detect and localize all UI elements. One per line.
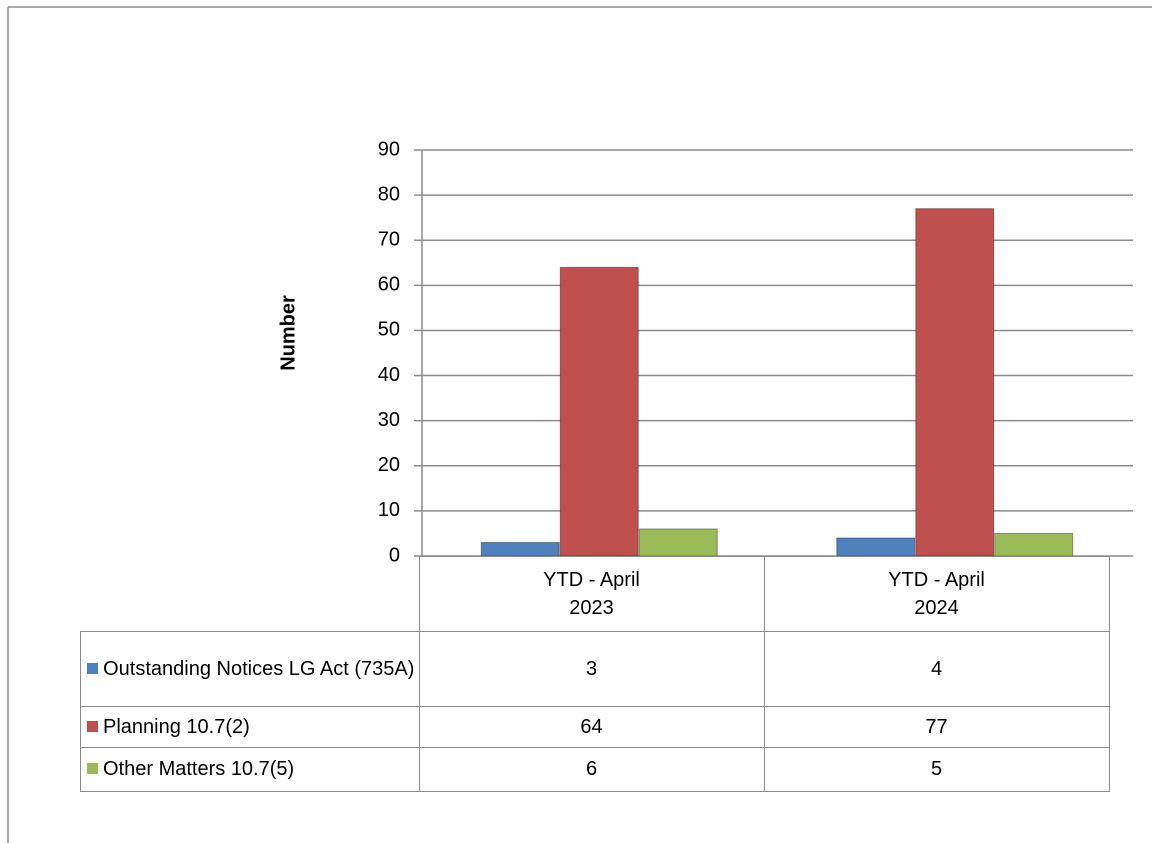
legend-entry: Outstanding Notices LG Act (735A) [80, 630, 420, 707]
bar [559, 266, 639, 557]
y-tick-label: 30 [378, 409, 400, 431]
table-header-row: YTD - April 2023 YTD - April 2024 [80, 556, 1110, 632]
bar [915, 208, 995, 557]
series-name: Other Matters 10.7(5) [103, 758, 295, 780]
table-value: 64 [418, 705, 765, 748]
y-tick-label: 20 [378, 454, 400, 476]
table-value: 6 [418, 746, 765, 792]
table-value: 4 [763, 630, 1110, 707]
bar [638, 528, 718, 557]
series-name: Outstanding Notices LG Act (735A) [103, 657, 415, 680]
y-tick-label: 80 [378, 183, 400, 205]
legend-entry: Planning 10.7(2) [80, 705, 420, 748]
table-value: 77 [763, 705, 1110, 748]
y-tick-label: 0 [389, 544, 400, 566]
table-row: Outstanding Notices LG Act (735A) 3 4 [80, 630, 1110, 707]
data-table: YTD - April 2023 YTD - April 2024 Outstand… [80, 556, 1110, 792]
table-row: Other Matters 10.7(5) 6 5 [80, 746, 1110, 792]
bar [836, 537, 916, 557]
table-corner [80, 556, 420, 632]
legend-key [87, 763, 98, 774]
legend-entry: Other Matters 10.7(5) [80, 746, 420, 792]
legend-key [87, 662, 99, 674]
series-name: Planning 10.7(2) [103, 715, 250, 738]
y-tick-label: 60 [378, 274, 400, 296]
y-tick-label: 40 [378, 364, 400, 386]
y-tick-label: 50 [378, 319, 400, 341]
category-label: YTD - April 2024 [763, 556, 1110, 632]
legend-key [87, 720, 98, 732]
y-tick-label: 90 [378, 138, 400, 160]
bar [994, 532, 1074, 557]
y-axis-title: Number [277, 295, 299, 371]
bar [480, 541, 560, 557]
table-row: Planning 10.7(2) 64 77 [80, 705, 1110, 748]
category-label: YTD - April 2023 [418, 556, 765, 632]
y-tick-label: 10 [378, 499, 400, 521]
table-value: 5 [763, 746, 1110, 792]
table-value: 3 [418, 630, 765, 707]
y-tick-label: 70 [378, 229, 400, 251]
